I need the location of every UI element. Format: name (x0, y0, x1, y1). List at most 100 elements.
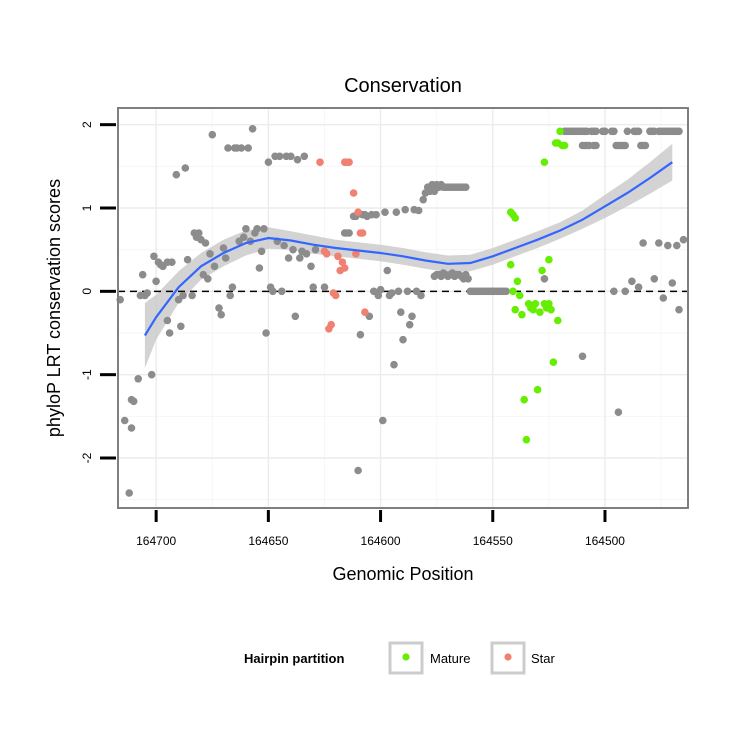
data-point-other (408, 312, 416, 321)
smooth-curve (143, 161, 673, 337)
data-point-other (188, 291, 196, 300)
data-point-other (127, 424, 136, 432)
y-tick-label: 2 (80, 121, 94, 128)
data-point-other (143, 289, 151, 297)
plot-background (118, 108, 688, 508)
x-axis: 164700 164650 164600 164550 164500 (136, 510, 625, 548)
data-point-mature (518, 310, 526, 319)
data-point-other (540, 275, 549, 283)
data-point-other (650, 275, 659, 283)
data-point-star (340, 264, 349, 272)
data-point-other (614, 408, 623, 417)
data-point-other (673, 241, 681, 250)
data-point-other (417, 291, 425, 300)
data-point-other (181, 164, 190, 172)
data-point-other (401, 205, 410, 214)
legend-dot-star (504, 653, 512, 661)
data-point-other (179, 291, 187, 300)
data-point-other (221, 254, 230, 262)
data-point-other (300, 152, 309, 161)
data-point-other (206, 250, 214, 258)
data-point-other (269, 287, 277, 296)
data-point-other (120, 416, 129, 425)
data-point-star (352, 250, 360, 258)
data-point-other (201, 239, 210, 247)
data-point-mature (511, 305, 519, 314)
data-point-other (309, 283, 318, 292)
data-point-other (195, 229, 203, 237)
data-point-other (278, 287, 286, 296)
x-tick-label: 164500 (585, 534, 625, 548)
data-point-other (634, 127, 643, 136)
data-point-other (621, 141, 629, 150)
data-point-other (242, 225, 250, 233)
data-point-mature (556, 127, 564, 136)
data-point-other (168, 258, 176, 267)
data-point-other (210, 262, 219, 271)
data-point-star (358, 229, 367, 237)
data-point-mature (554, 316, 562, 325)
x-axis-title: Genomic Position (332, 564, 473, 584)
data-point-other (307, 262, 315, 271)
data-point-other (397, 308, 405, 317)
smooth-curve-layer (143, 161, 673, 337)
data-point-other (257, 247, 266, 256)
data-point-other (462, 183, 470, 191)
data-point-other (296, 254, 304, 262)
data-point-other (204, 275, 212, 283)
data-point-other (374, 291, 383, 300)
data-point-other (275, 152, 284, 161)
data-point-other (464, 275, 472, 283)
legend-entry-star: Star (490, 641, 556, 675)
points-layer (116, 125, 688, 497)
data-point-other (578, 352, 587, 361)
y-tick-label: -1 (80, 369, 94, 380)
data-point-other (601, 127, 609, 136)
legend-entry-mature: Mature (388, 641, 470, 675)
data-point-other (502, 287, 511, 296)
data-point-other (390, 360, 398, 369)
data-point-other (414, 206, 423, 215)
data-point-mature (513, 277, 522, 286)
y-tick-label: 0 (80, 288, 94, 295)
data-point-mature (545, 300, 553, 308)
data-point-other (177, 322, 185, 331)
data-point-other (215, 304, 223, 312)
data-point-other (641, 141, 650, 150)
x-tick-label: 164600 (361, 534, 401, 548)
data-point-other (379, 416, 387, 425)
data-point-mature (529, 305, 537, 314)
y-axis: 2 1 0 -1 -2 (80, 121, 116, 463)
data-point-star (316, 158, 324, 166)
data-point-other (183, 255, 192, 264)
data-point-other (255, 264, 264, 272)
data-point-other (150, 252, 158, 261)
legend-title: Hairpin partition (244, 651, 344, 666)
data-point-star (349, 189, 358, 197)
data-point-other (244, 144, 252, 152)
data-point-other (392, 208, 401, 216)
data-point-other (129, 397, 138, 406)
data-point-other (372, 210, 380, 219)
data-point-mature (533, 385, 542, 394)
data-point-other (345, 229, 353, 237)
data-point-other (289, 245, 297, 254)
data-point-mature (506, 260, 515, 269)
chart-title: Conservation (344, 75, 462, 97)
data-point-other (253, 225, 261, 233)
y-tick-label: -2 (80, 452, 94, 463)
data-point-other (293, 155, 302, 164)
data-point-other (419, 195, 428, 204)
data-point-other (311, 245, 320, 254)
data-point-other (592, 141, 600, 150)
data-point-other (280, 241, 288, 250)
data-point-other (356, 330, 365, 339)
data-point-other (228, 283, 237, 292)
legend-label-star: Star (531, 651, 556, 666)
legend-dot-mature (402, 653, 410, 661)
data-point-other (675, 127, 683, 136)
data-point-other (208, 130, 217, 139)
data-point-star (354, 208, 362, 216)
data-point-star (322, 250, 331, 258)
